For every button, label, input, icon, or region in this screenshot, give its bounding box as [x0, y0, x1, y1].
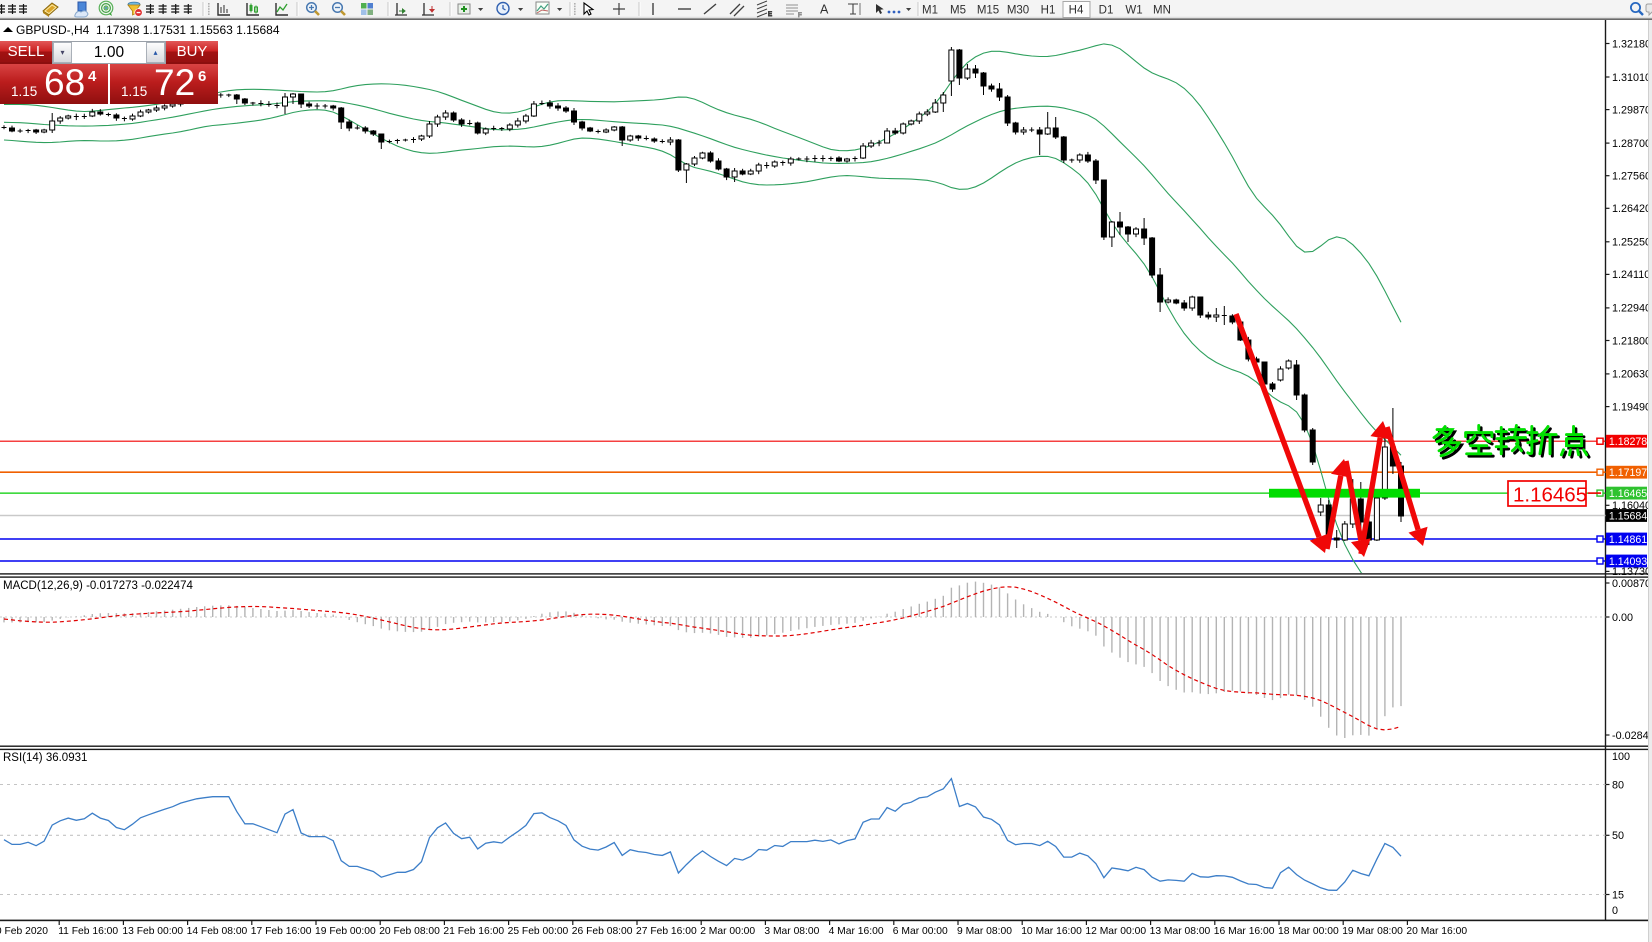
svg-text:80: 80: [1612, 779, 1624, 791]
svg-text:1.32180: 1.32180: [1612, 38, 1651, 50]
svg-text:1.16465: 1.16465: [1609, 488, 1647, 500]
svg-text:27 Feb 16:00: 27 Feb 16:00: [636, 926, 697, 937]
svg-text:1.14093: 1.14093: [1609, 556, 1647, 568]
svg-text:D1: D1: [1099, 5, 1114, 17]
svg-text:12 Mar 00:00: 12 Mar 00:00: [1085, 926, 1146, 937]
svg-text:0.008707: 0.008707: [1612, 578, 1652, 590]
svg-text:M5: M5: [950, 5, 966, 17]
svg-text:1.13730: 1.13730: [1612, 566, 1651, 578]
svg-text:M1: M1: [922, 5, 938, 17]
svg-text:13 Mar 08:00: 13 Mar 08:00: [1150, 926, 1211, 937]
svg-text:19 Feb 00:00: 19 Feb 00:00: [315, 926, 376, 937]
svg-text:1.21800: 1.21800: [1612, 335, 1651, 347]
svg-text:15: 15: [1612, 889, 1624, 901]
svg-text:E: E: [768, 12, 772, 18]
svg-text:RSI(14) 36.0931: RSI(14) 36.0931: [3, 752, 87, 764]
svg-text:1.31010: 1.31010: [1612, 72, 1651, 84]
svg-text:H1: H1: [1041, 5, 1056, 17]
svg-text:1.22940: 1.22940: [1612, 303, 1651, 315]
svg-text:1.20630: 1.20630: [1612, 369, 1651, 381]
svg-text:50: 50: [1612, 830, 1624, 842]
svg-text:26 Feb 08:00: 26 Feb 08:00: [572, 926, 633, 937]
svg-text:11 Feb 16:00: 11 Feb 16:00: [58, 926, 118, 937]
svg-text:M15: M15: [977, 5, 999, 17]
svg-text:18 Mar 00:00: 18 Mar 00:00: [1278, 926, 1339, 937]
svg-text:1.18278: 1.18278: [1609, 436, 1647, 448]
svg-text:1.19490: 1.19490: [1612, 401, 1651, 413]
svg-text:25 Feb 00:00: 25 Feb 00:00: [508, 926, 569, 937]
svg-text:MACD(12,26,9) -0.017273 -0.022: MACD(12,26,9) -0.017273 -0.022474: [3, 580, 193, 592]
svg-text:16 Mar 16:00: 16 Mar 16:00: [1214, 926, 1275, 937]
svg-text:17 Feb 16:00: 17 Feb 16:00: [251, 926, 312, 937]
svg-text:9 Mar 08:00: 9 Mar 08:00: [957, 926, 1012, 937]
svg-text:M30: M30: [1007, 5, 1029, 17]
svg-text:1.26420: 1.26420: [1612, 203, 1651, 215]
svg-text:1.15684: 1.15684: [1609, 511, 1647, 523]
svg-text:1.16040: 1.16040: [1612, 500, 1651, 512]
svg-text:10 Mar 16:00: 10 Mar 16:00: [1021, 926, 1082, 937]
svg-text:F: F: [798, 13, 802, 19]
svg-text:100: 100: [1612, 751, 1630, 763]
svg-text:14 Feb 08:00: 14 Feb 08:00: [187, 926, 248, 937]
svg-text:GBPUSD-,H4 1.17398 1.17531 1.: GBPUSD-,H4 1.17398 1.17531 1.15563 1.156…: [16, 23, 280, 37]
svg-text:19 Mar 08:00: 19 Mar 08:00: [1342, 926, 1403, 937]
svg-text:A: A: [820, 3, 829, 17]
svg-text:0 Feb 2020: 0 Feb 2020: [0, 926, 48, 937]
svg-text:1.16465: 1.16465: [1513, 484, 1587, 507]
svg-text:1.29870: 1.29870: [1612, 104, 1651, 116]
svg-text:6 Mar 00:00: 6 Mar 00:00: [893, 926, 948, 937]
svg-text:0.00: 0.00: [1612, 612, 1633, 624]
svg-text:1.14861: 1.14861: [1609, 534, 1647, 546]
svg-text:MN: MN: [1153, 5, 1171, 17]
svg-text:1.25250: 1.25250: [1612, 237, 1651, 249]
svg-text:20 Feb 08:00: 20 Feb 08:00: [379, 926, 440, 937]
svg-text:13 Feb 00:00: 13 Feb 00:00: [122, 926, 183, 937]
svg-text:0: 0: [1612, 905, 1618, 917]
svg-text:1.27560: 1.27560: [1612, 171, 1651, 183]
svg-text:20 Mar 16:00: 20 Mar 16:00: [1406, 926, 1467, 937]
svg-text:W1: W1: [1125, 5, 1142, 17]
svg-text:1.24110: 1.24110: [1612, 269, 1650, 281]
svg-text:-0.028436: -0.028436: [1612, 730, 1652, 742]
svg-text:1.28700: 1.28700: [1612, 138, 1651, 150]
svg-text:H4: H4: [1069, 5, 1084, 17]
svg-text:2 Mar 00:00: 2 Mar 00:00: [700, 926, 755, 937]
svg-text:21 Feb 16:00: 21 Feb 16:00: [443, 926, 504, 937]
svg-text:1.17197: 1.17197: [1609, 467, 1647, 479]
svg-text:4 Mar 16:00: 4 Mar 16:00: [829, 926, 884, 937]
svg-text:3 Mar 08:00: 3 Mar 08:00: [764, 926, 819, 937]
